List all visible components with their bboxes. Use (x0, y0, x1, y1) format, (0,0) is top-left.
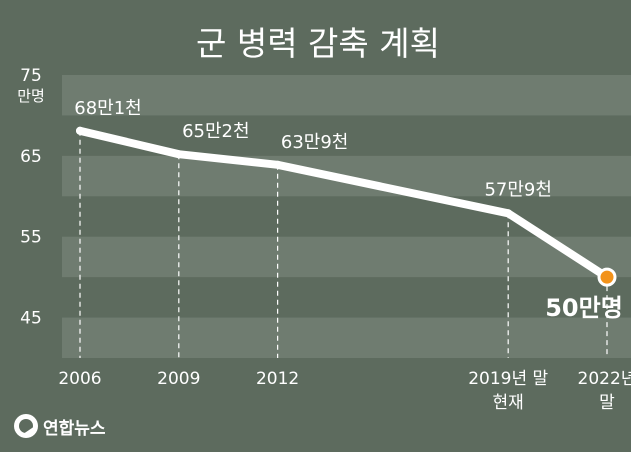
x-tick-line: 2006 (58, 369, 101, 389)
x-tick-label: 2012 (256, 369, 299, 389)
data-label: 68만1천 (74, 98, 141, 119)
highlight-point (597, 267, 617, 287)
x-tick-line: 말 (599, 393, 615, 413)
data-point (504, 209, 513, 218)
y-axis-ticks: 75 65 55 45 (20, 66, 42, 329)
data-labels: 68만1천 65만2천 63만9천 57만9천 50만명 (74, 98, 623, 322)
data-point (273, 160, 282, 169)
y-axis-unit: 만명 (17, 87, 45, 105)
y-tick-label: 65 (20, 147, 42, 167)
grid-band (62, 317, 631, 358)
x-tick-line: 현재 (493, 393, 524, 413)
x-tick-label: 2006 (58, 369, 101, 389)
grid-band (62, 75, 631, 116)
x-tick-label: 2009 (157, 369, 200, 389)
data-label: 57만9천 (484, 179, 551, 200)
y-tick-label: 45 (20, 309, 42, 329)
chart-panel: 군 병력 감축 계획 만명 75 65 55 45 68만1천 65만2천 63만9천 57… (0, 0, 631, 452)
x-tick-line: 2009 (157, 369, 200, 389)
data-point (174, 150, 183, 159)
grid-band (62, 236, 631, 278)
yonhap-logo-icon (14, 414, 38, 438)
data-label: 63만9천 (281, 132, 348, 153)
x-tick-line: 2019년 말 (468, 369, 548, 389)
source-logo: 연합뉴스 (14, 413, 106, 439)
guide-lines (79, 130, 608, 358)
y-tick-label: 55 (20, 228, 42, 248)
line-chart: 군 병력 감축 계획 만명 75 65 55 45 68만1천 65만2천 63만9천 57… (17, 24, 631, 413)
y-tick-label: 75 (20, 66, 42, 86)
data-point (76, 126, 84, 135)
series-points (76, 126, 617, 287)
source-logo-text: 연합뉴스 (43, 418, 106, 439)
x-tick-line: 2012 (256, 369, 299, 389)
x-tick-line: 2022년 (578, 369, 631, 389)
chart-title: 군 병력 감축 계획 (196, 24, 440, 63)
data-label: 65만2천 (182, 121, 249, 142)
data-label: 50만명 (545, 294, 623, 322)
